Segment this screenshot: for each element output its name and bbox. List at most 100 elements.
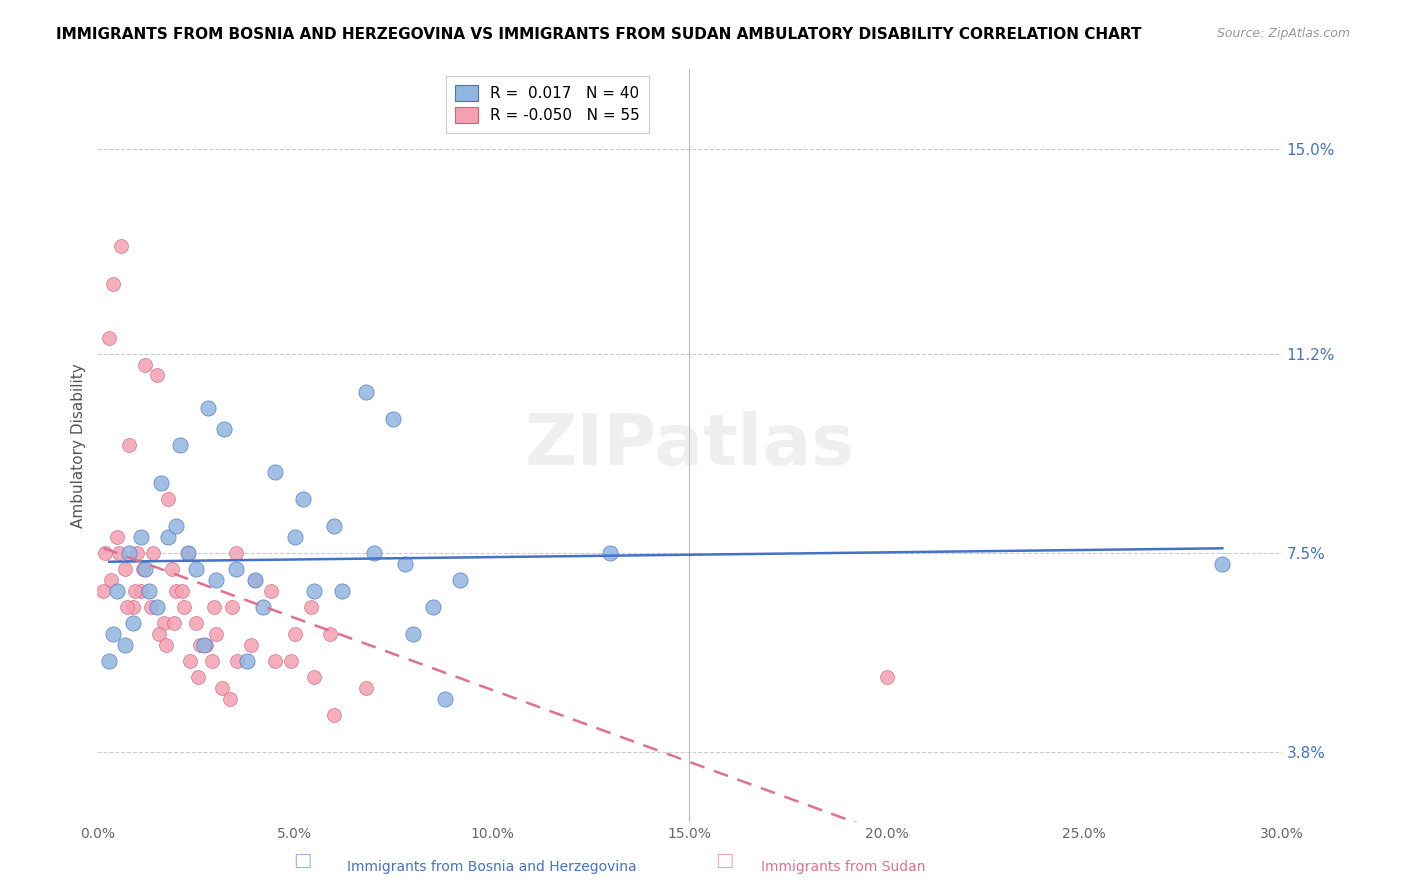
Point [193, 638, 215, 652]
Point [134, 562, 156, 576]
Point [101, 627, 124, 641]
Point [245, 573, 267, 587]
Point [94, 546, 117, 560]
Point [148, 627, 170, 641]
Point [98, 654, 121, 668]
Point [105, 530, 128, 544]
Point [201, 654, 224, 668]
Point [145, 600, 167, 615]
Point [118, 438, 141, 452]
Point [291, 492, 314, 507]
Point [260, 583, 283, 598]
Point [224, 546, 246, 560]
Point [284, 530, 307, 544]
Point [149, 476, 172, 491]
Point [212, 422, 235, 436]
Point [177, 546, 200, 560]
Y-axis label: Ambulatory Disability: Ambulatory Disability [72, 363, 86, 528]
Point [91, 583, 114, 598]
Point [101, 277, 124, 291]
Point [118, 546, 141, 560]
Point [153, 616, 176, 631]
Point [394, 557, 416, 571]
Point [165, 519, 187, 533]
Point [204, 573, 226, 587]
Point [354, 384, 377, 399]
Point [354, 681, 377, 695]
Text: □: □ [714, 851, 734, 870]
Point [98, 331, 121, 345]
Point [122, 600, 145, 615]
Point [876, 670, 898, 684]
Text: Immigrants from Sudan: Immigrants from Sudan [762, 860, 925, 874]
Point [280, 654, 302, 668]
Point [284, 627, 307, 641]
Point [202, 600, 225, 615]
Point [129, 583, 152, 598]
Point [382, 411, 405, 425]
Point [145, 368, 167, 383]
Point [115, 600, 138, 615]
Point [319, 627, 342, 641]
Point [363, 546, 385, 560]
Point [240, 638, 263, 652]
Point [125, 546, 148, 560]
Point [129, 530, 152, 544]
Point [252, 600, 274, 615]
Text: Source: ZipAtlas.com: Source: ZipAtlas.com [1216, 27, 1350, 40]
Point [236, 654, 259, 668]
Legend: R =  0.017   N = 40, R = -0.050   N = 55: R = 0.017 N = 40, R = -0.050 N = 55 [446, 76, 650, 133]
Point [139, 600, 162, 615]
Point [323, 519, 346, 533]
Point [124, 583, 146, 598]
Point [157, 530, 180, 544]
Point [114, 638, 136, 652]
Point [177, 546, 200, 560]
Point [184, 562, 207, 576]
Point [433, 691, 456, 706]
Point [1211, 557, 1233, 571]
Point [187, 670, 209, 684]
Point [226, 654, 249, 668]
Point [422, 600, 444, 615]
Point [169, 438, 191, 452]
Point [218, 691, 240, 706]
Point [197, 401, 219, 415]
Point [173, 600, 195, 615]
Point [204, 627, 226, 641]
Text: □: □ [292, 851, 312, 870]
Point [142, 546, 165, 560]
Point [599, 546, 621, 560]
Text: IMMIGRANTS FROM BOSNIA AND HERZEGOVINA VS IMMIGRANTS FROM SUDAN AMBULATORY DISAB: IMMIGRANTS FROM BOSNIA AND HERZEGOVINA V… [56, 27, 1142, 42]
Point [221, 600, 243, 615]
Point [110, 239, 132, 253]
Point [224, 562, 246, 576]
Point [304, 670, 326, 684]
Point [184, 616, 207, 631]
Point [264, 654, 287, 668]
Point [165, 583, 187, 598]
Point [172, 583, 194, 598]
Point [304, 583, 326, 598]
Point [162, 562, 184, 576]
Point [122, 616, 145, 631]
Point [114, 562, 136, 576]
Point [264, 466, 287, 480]
Point [138, 583, 160, 598]
Text: Immigrants from Bosnia and Herzegovina: Immigrants from Bosnia and Herzegovina [347, 860, 637, 874]
Point [323, 707, 346, 722]
Point [179, 654, 201, 668]
Point [108, 546, 131, 560]
Point [330, 583, 353, 598]
Point [402, 627, 425, 641]
Point [105, 583, 128, 598]
Point [299, 600, 322, 615]
Point [450, 573, 472, 587]
Point [134, 358, 156, 372]
Point [211, 681, 233, 695]
Point [188, 638, 211, 652]
Point [163, 616, 186, 631]
Point [100, 573, 122, 587]
Point [194, 638, 217, 652]
Point [245, 573, 267, 587]
